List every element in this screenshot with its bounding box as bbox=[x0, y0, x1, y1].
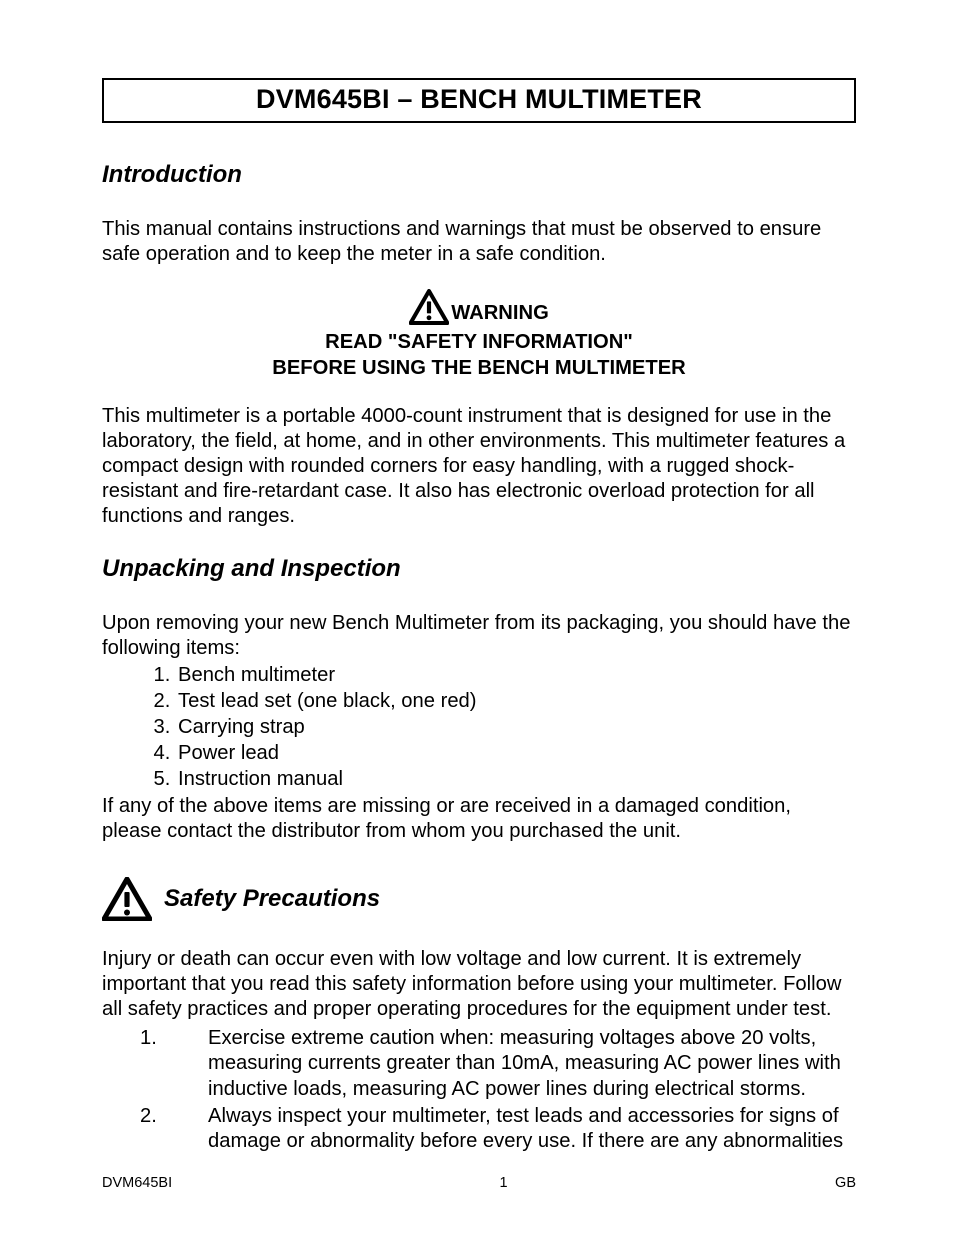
warning-text-2: READ "SAFETY INFORMATION" bbox=[102, 330, 856, 356]
page-footer: DVM645BI 1 GB bbox=[102, 1175, 856, 1191]
warning-callout: WARNING READ "SAFETY INFORMATION" BEFORE… bbox=[102, 289, 856, 382]
unpacking-heading: Unpacking and Inspection bbox=[102, 555, 856, 583]
footer-right: GB bbox=[835, 1175, 856, 1191]
warning-text-1: WARNING bbox=[451, 302, 549, 325]
list-item: Exercise extreme caution when: measuring… bbox=[140, 1026, 856, 1102]
safety-heading: Safety Precautions bbox=[164, 885, 380, 913]
list-item: Power lead bbox=[176, 741, 856, 767]
safety-heading-row: Safety Precautions bbox=[102, 877, 856, 921]
warning-text-3: BEFORE USING THE BENCH MULTIMETER bbox=[102, 356, 856, 382]
footer-left: DVM645BI bbox=[102, 1175, 172, 1191]
list-item: Test lead set (one black, one red) bbox=[176, 689, 856, 715]
safety-list: Exercise extreme caution when: measuring… bbox=[140, 1026, 856, 1155]
description-paragraph: This multimeter is a portable 4000-count… bbox=[102, 404, 856, 529]
safety-intro: Injury or death can occur even with low … bbox=[102, 947, 856, 1022]
document-title-box: DVM645BI – BENCH MULTIMETER bbox=[102, 78, 856, 123]
warning-line-1: WARNING bbox=[409, 289, 549, 325]
unpacking-intro: Upon removing your new Bench Multimeter … bbox=[102, 611, 856, 661]
introduction-heading: Introduction bbox=[102, 161, 856, 189]
list-item: Carrying strap bbox=[176, 715, 856, 741]
warning-triangle-icon bbox=[102, 877, 152, 921]
list-item: Instruction manual bbox=[176, 767, 856, 793]
footer-page-number: 1 bbox=[500, 1175, 508, 1191]
list-item: Bench multimeter bbox=[176, 663, 856, 689]
introduction-paragraph: This manual contains instructions and wa… bbox=[102, 217, 856, 267]
unpacking-closing: If any of the above items are missing or… bbox=[102, 794, 856, 844]
list-item: Always inspect your multimeter, test lea… bbox=[140, 1104, 856, 1155]
packing-list: Bench multimeter Test lead set (one blac… bbox=[176, 663, 856, 792]
warning-triangle-icon bbox=[409, 289, 449, 325]
document-title: DVM645BI – BENCH MULTIMETER bbox=[104, 84, 854, 115]
